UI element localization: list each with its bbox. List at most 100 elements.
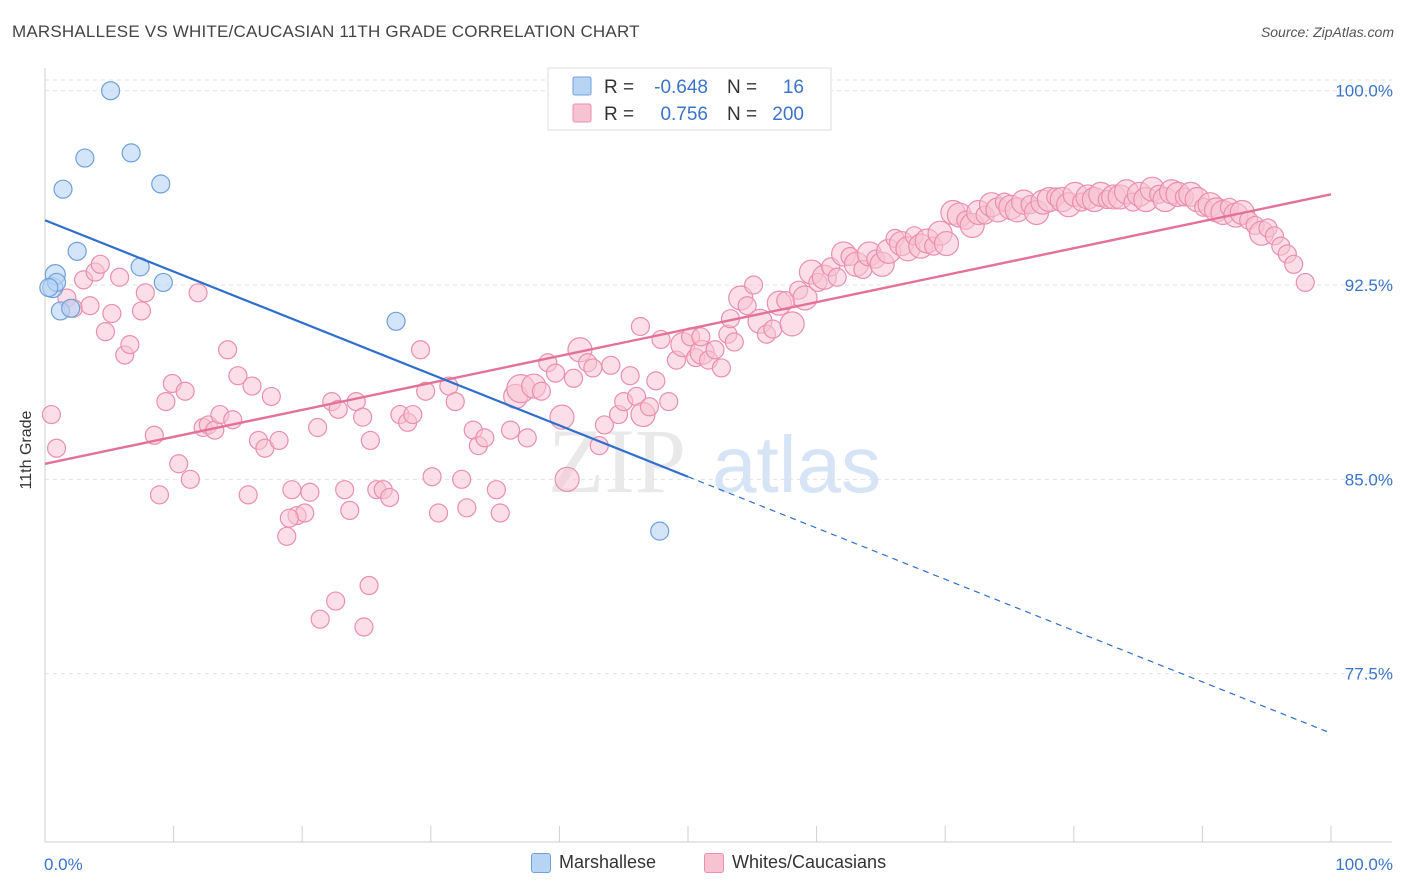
whites-caucasians-point-0 bbox=[41, 404, 62, 425]
whites-caucasians-point-100 bbox=[705, 340, 725, 360]
stats-legend-n-label-0: N = bbox=[727, 77, 757, 98]
stats-legend: R = -0.648 N = 16 R = 0.756 N = 200 bbox=[547, 67, 832, 131]
whites-caucasians-point-192 bbox=[691, 327, 711, 347]
whites-caucasians-point-16 bbox=[149, 485, 170, 505]
whites-caucasians-point-61 bbox=[452, 469, 472, 489]
whites-caucasians-point-34 bbox=[261, 386, 281, 407]
whites-caucasians-point-21 bbox=[180, 469, 200, 489]
whites-caucasians-point-105 bbox=[737, 296, 757, 316]
whites-caucasians-point-196 bbox=[359, 575, 379, 596]
whites-caucasians-point-83 bbox=[594, 415, 615, 435]
whites-caucasians-point-81 bbox=[583, 358, 603, 378]
whites-caucasians-point-9 bbox=[102, 303, 122, 324]
whites-caucasians-point-67 bbox=[490, 503, 510, 523]
marshallese-point-11 bbox=[151, 174, 171, 194]
whites-caucasians-point-197 bbox=[310, 609, 330, 629]
y-axis-title: 11th Grade bbox=[18, 410, 35, 489]
whites-caucasians-point-87 bbox=[620, 366, 640, 386]
whites-caucasians-point-47 bbox=[353, 407, 373, 427]
whites-caucasians-point-14 bbox=[135, 283, 155, 303]
whites-caucasians-point-31 bbox=[242, 376, 262, 396]
whites-caucasians-point-119 bbox=[827, 267, 847, 287]
marshallese-point-13 bbox=[386, 311, 406, 331]
marshallese-point-7 bbox=[75, 148, 95, 168]
whites-caucasians-point-41 bbox=[308, 417, 328, 438]
whites-caucasians-point-73 bbox=[531, 381, 551, 401]
whites-caucasians-point-68 bbox=[500, 420, 521, 440]
whites-caucasians-point-84 bbox=[601, 355, 621, 375]
whites-caucasians-point-19 bbox=[169, 454, 189, 474]
whites-caucasians-point-35 bbox=[269, 430, 289, 451]
whites-caucasians-point-44 bbox=[335, 480, 355, 500]
whites-caucasians-point-103 bbox=[724, 332, 744, 352]
x-tick-label-1: 100.0% bbox=[1335, 855, 1393, 874]
stats-legend-n-value-0: 16 bbox=[783, 77, 804, 98]
y-tick-labels: 100.0% 92.5% 85.0% 77.5% bbox=[1335, 82, 1393, 684]
stats-legend-r-value-0: -0.648 bbox=[654, 77, 708, 98]
x-tick-labels: 0.0% 100.0% bbox=[44, 855, 1393, 874]
whites-caucasians-point-198 bbox=[326, 591, 346, 611]
y-tick-label-3: 77.5% bbox=[1345, 665, 1393, 684]
whites-caucasians-point-93 bbox=[659, 391, 679, 412]
whites-caucasians-point-78 bbox=[563, 368, 584, 388]
whites-caucasians-point-27 bbox=[218, 340, 238, 360]
chart-title: MARSHALLESE VS WHITE/CAUCASIAN 11TH GRAD… bbox=[12, 22, 640, 41]
whites-caucasians-point-65 bbox=[475, 428, 495, 448]
whites-caucasians-point-91 bbox=[646, 371, 666, 391]
bottom-legend: Marshallese Whites/Caucasians bbox=[0, 852, 1406, 878]
stats-legend-n-label-1: N = bbox=[727, 104, 757, 125]
marshallese-points bbox=[39, 81, 670, 541]
marshallese-trend-extension bbox=[687, 476, 1332, 734]
stats-legend-box bbox=[547, 67, 832, 131]
y-tick-label-2: 85.0% bbox=[1345, 470, 1393, 489]
whites-caucasians-point-194 bbox=[630, 316, 651, 337]
axes bbox=[44, 68, 1392, 843]
whites-caucasians-point-43 bbox=[328, 399, 348, 419]
whites-caucasians-point-22 bbox=[188, 283, 208, 303]
whites-caucasians-point-75 bbox=[545, 363, 566, 383]
marshallese-point-14 bbox=[650, 521, 670, 541]
legend-label-marshallese: Marshallese bbox=[559, 852, 657, 872]
whites-caucasians-point-77 bbox=[554, 466, 580, 492]
stats-legend-r-label-0: R = bbox=[604, 77, 634, 98]
legend-item-marshallese[interactable]: Marshallese bbox=[531, 852, 656, 873]
stats-legend-swatch-1 bbox=[572, 103, 592, 123]
x-tick-label-0: 0.0% bbox=[44, 855, 83, 874]
stats-legend-r-label-1: R = bbox=[604, 104, 634, 125]
whites-caucasians-trend-line bbox=[44, 193, 1332, 465]
marshallese-point-5 bbox=[61, 298, 81, 318]
whites-caucasians-swatch bbox=[704, 852, 724, 873]
legend-item-whites-caucasians[interactable]: Whites/Caucasians bbox=[704, 852, 886, 873]
legend-label-whites-caucasians: Whites/Caucasians bbox=[732, 852, 887, 872]
whites-caucasians-point-71 bbox=[517, 428, 537, 448]
whites-caucasians-point-51 bbox=[380, 487, 400, 508]
whites-caucasians-point-54 bbox=[403, 404, 423, 425]
whites-caucasians-point-56 bbox=[416, 381, 436, 401]
stats-legend-swatch-0 bbox=[572, 76, 592, 96]
whites-caucasians-point-55 bbox=[410, 340, 431, 360]
stats-legend-r-value-1: 0.756 bbox=[660, 104, 708, 125]
whites-caucasians-point-10 bbox=[109, 267, 130, 287]
y-tick-label-0: 100.0% bbox=[1335, 82, 1393, 101]
whites-caucasians-point-37 bbox=[282, 480, 302, 500]
trend-lines bbox=[44, 193, 1332, 734]
whites-caucasians-point-101 bbox=[711, 358, 732, 378]
whites-caucasians-point-30 bbox=[238, 485, 258, 505]
whites-caucasians-point-1 bbox=[46, 438, 67, 458]
watermark-zip: ZIP bbox=[548, 410, 686, 512]
whites-caucasians-point-60 bbox=[445, 391, 465, 412]
whites-caucasians-point-58 bbox=[428, 503, 449, 523]
marshallese-swatch bbox=[531, 852, 551, 873]
whites-caucasians-point-13 bbox=[131, 301, 152, 321]
marshallese-point-12 bbox=[153, 272, 173, 293]
marshallese-point-4 bbox=[53, 179, 73, 199]
watermark: ZIP atlas bbox=[548, 410, 881, 512]
whites-caucasians-point-5 bbox=[80, 296, 100, 316]
stats-legend-n-value-1: 200 bbox=[772, 104, 804, 125]
whites-caucasians-point-191 bbox=[1295, 272, 1315, 293]
whites-caucasians-point-48 bbox=[360, 430, 380, 451]
whites-caucasians-point-109 bbox=[763, 319, 783, 339]
whites-caucasians-point-7 bbox=[90, 254, 110, 274]
marshallese-point-6 bbox=[67, 241, 87, 261]
whites-caucasians-point-36 bbox=[277, 526, 297, 546]
